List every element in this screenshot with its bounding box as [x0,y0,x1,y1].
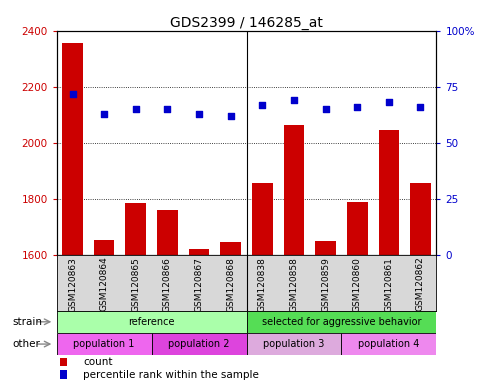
Text: GSM120867: GSM120867 [195,257,204,311]
Title: GDS2399 / 146285_at: GDS2399 / 146285_at [170,16,323,30]
Point [353,104,361,110]
Point [321,106,329,112]
Point [290,97,298,103]
Text: population 3: population 3 [263,339,324,349]
FancyBboxPatch shape [246,311,436,333]
Text: GSM120864: GSM120864 [100,257,108,311]
Text: reference: reference [128,317,175,327]
Point [164,106,172,112]
Bar [410,184,431,384]
Point [195,111,203,117]
FancyBboxPatch shape [57,311,246,333]
FancyBboxPatch shape [246,333,341,355]
Point [100,111,108,117]
Text: count: count [83,357,113,367]
Bar [189,249,210,384]
Point [132,106,140,112]
Text: population 2: population 2 [168,339,230,349]
Text: GSM120838: GSM120838 [258,257,267,311]
Bar [379,130,399,384]
Bar [126,203,146,384]
FancyBboxPatch shape [57,333,152,355]
Text: GSM120858: GSM120858 [289,257,298,311]
Bar [61,370,68,379]
Point [417,104,424,110]
Bar [347,202,367,384]
Point [227,113,235,119]
Bar [316,241,336,384]
FancyBboxPatch shape [341,333,436,355]
Text: GSM120865: GSM120865 [131,257,141,311]
Text: GSM120868: GSM120868 [226,257,235,311]
Point [258,102,266,108]
Text: GSM120862: GSM120862 [416,257,425,311]
Text: GSM120863: GSM120863 [68,257,77,311]
Text: selected for aggressive behavior: selected for aggressive behavior [262,317,421,327]
Point [385,99,393,106]
Text: population 4: population 4 [358,339,420,349]
Text: percentile rank within the sample: percentile rank within the sample [83,370,259,380]
Bar [94,240,114,384]
Text: GSM120861: GSM120861 [385,257,393,311]
FancyBboxPatch shape [152,333,246,355]
Text: GSM120866: GSM120866 [163,257,172,311]
Bar [157,210,177,384]
Bar [62,43,83,384]
Text: strain: strain [12,317,42,327]
Point [69,91,76,97]
Bar [283,125,304,384]
Bar [220,242,241,384]
Bar [61,358,68,366]
Text: GSM120860: GSM120860 [352,257,362,311]
Text: GSM120859: GSM120859 [321,257,330,311]
Text: other: other [12,339,40,349]
Text: population 1: population 1 [73,339,135,349]
Bar [252,184,273,384]
